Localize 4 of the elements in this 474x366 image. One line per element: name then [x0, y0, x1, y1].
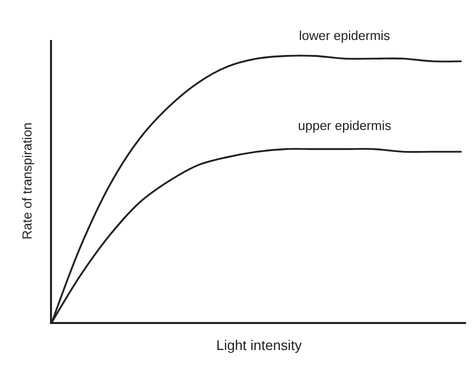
y-axis-title: Rate of transpiration — [20, 122, 35, 240]
x-axis-title: Light intensity — [216, 337, 302, 354]
series-label: upper epidermis — [298, 118, 392, 133]
series-label: lower epidermis — [299, 28, 391, 43]
